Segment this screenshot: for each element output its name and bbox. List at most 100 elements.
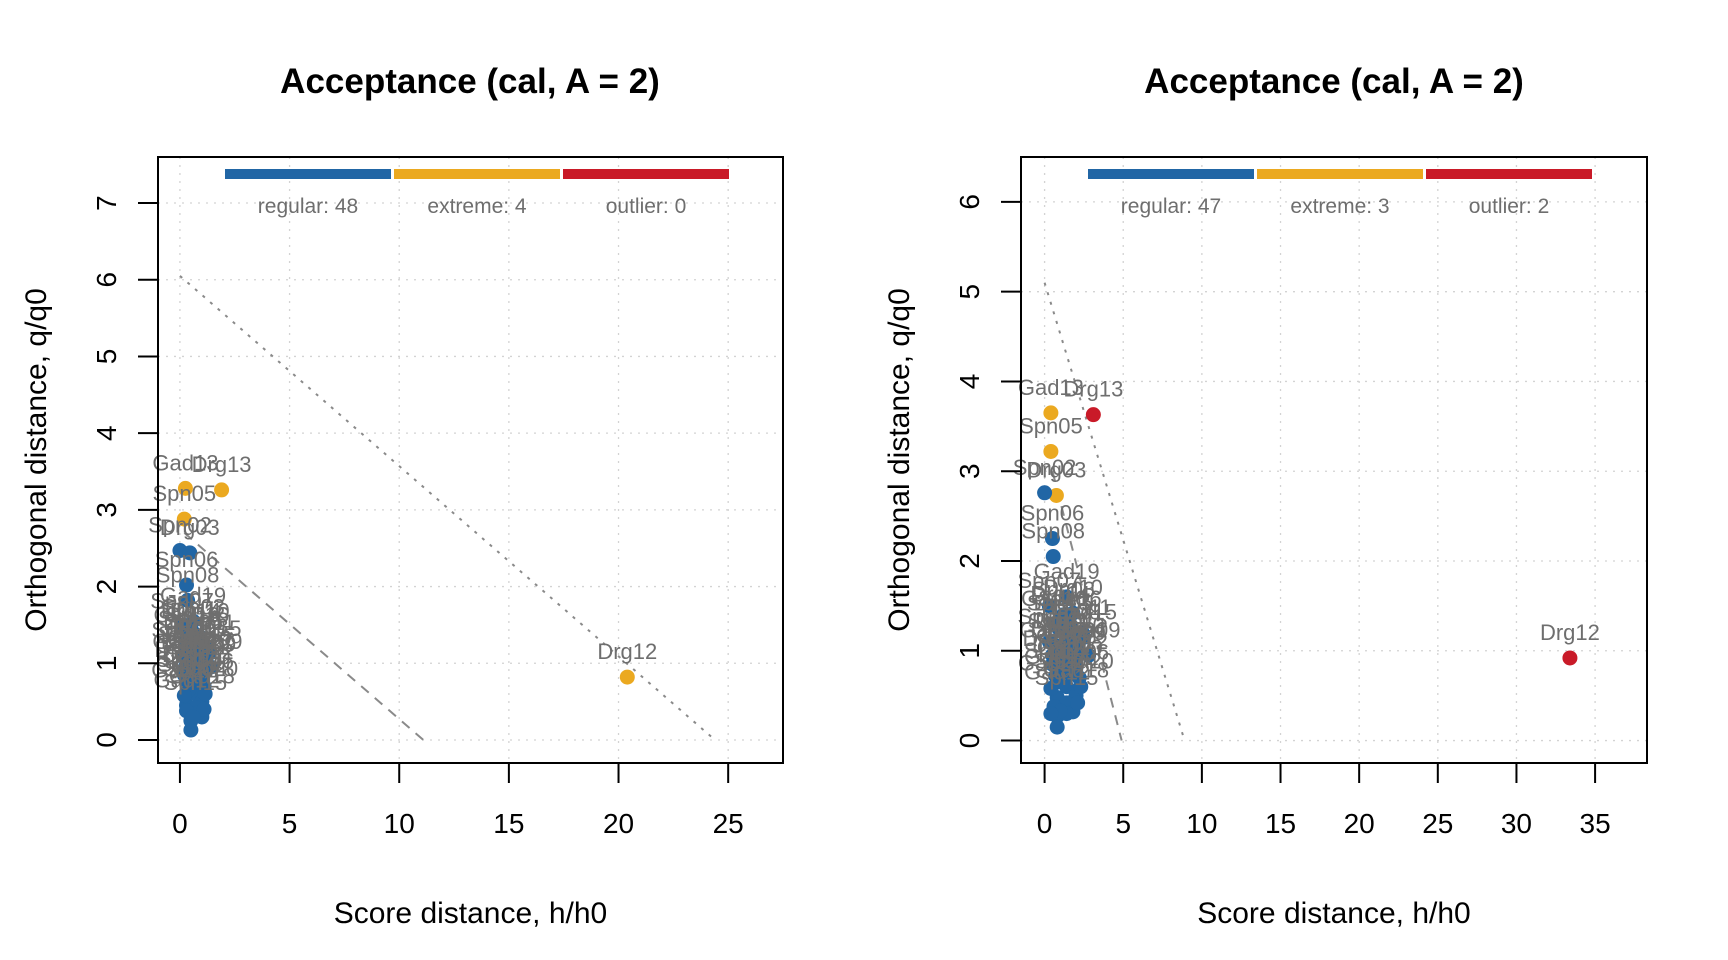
data-point: [176, 687, 192, 703]
data-point: [1043, 706, 1059, 722]
point-label: Spn09: [1057, 617, 1121, 642]
point-label: Drg05: [1034, 590, 1094, 615]
x-axis-label: Score distance, h/h0: [334, 897, 608, 930]
point-label: Spn13: [1027, 590, 1091, 615]
point-label: Gad20: [1048, 649, 1114, 674]
point-label: Drg05: [163, 610, 223, 635]
point-label: Gad11: [164, 634, 228, 659]
data-point: [1059, 589, 1075, 605]
point-label: Gad15: [1051, 599, 1117, 624]
point-label: Spn06: [1021, 501, 1085, 526]
data-point: [1081, 647, 1097, 663]
point-label: Drg06: [174, 648, 234, 673]
point-label: Gad17: [152, 629, 218, 654]
data-point: [1041, 634, 1057, 650]
data-point: [1044, 647, 1060, 663]
point-label: Drg06: [1049, 640, 1109, 665]
point-label: Gad10: [164, 644, 230, 669]
point-label: Drg03: [160, 515, 220, 540]
data-point: [195, 651, 211, 667]
point-label: Spn12: [170, 639, 234, 664]
y-tick-label: 0: [91, 732, 122, 748]
x-tick-label: 35: [1580, 808, 1611, 839]
y-tick-label: 1: [91, 655, 122, 671]
point-label: Drg10: [170, 598, 230, 623]
plot-frame: [157, 156, 784, 764]
point-label: Spn05: [1019, 413, 1083, 438]
data-point: [189, 632, 205, 648]
point-label: Spn09: [179, 629, 243, 654]
point-label: Spn15: [163, 670, 227, 695]
point-label: Gad18: [169, 664, 235, 689]
data-point: [214, 482, 230, 498]
legend-label: extreme: 3: [1290, 195, 1389, 218]
data-point: [1070, 638, 1086, 654]
point-label: Drg13: [192, 452, 252, 477]
legend-label: regular: 47: [1121, 195, 1221, 218]
x-tick-label: 20: [603, 808, 634, 839]
point-label: Gad11: [1036, 624, 1100, 649]
point-label: Drg03: [1026, 457, 1086, 482]
point-label: Gad22: [1018, 650, 1084, 675]
data-point: [180, 592, 196, 608]
point-label: Spn01: [1017, 604, 1081, 629]
x-tick-label: 5: [1115, 808, 1131, 839]
point-label: Gad19: [160, 583, 226, 608]
point-label: Spn01: [151, 618, 215, 643]
point-label: Gad12: [153, 667, 219, 692]
y-tick-label: 0: [954, 733, 985, 749]
point-label: Drg12: [1540, 620, 1600, 645]
data-point: [1045, 549, 1061, 565]
x-tick-label: 30: [1501, 808, 1532, 839]
point-label: Drg08: [1041, 599, 1101, 624]
point-label: Gad21: [1041, 617, 1107, 642]
y-axis-label: Orthogonal distance, q/q0: [20, 288, 53, 632]
point-label: Drg02: [1030, 617, 1090, 642]
point-label: Drg01: [1035, 608, 1095, 633]
point-label: Spn10: [1041, 613, 1105, 638]
point-label: Spn07: [1017, 568, 1081, 593]
point-label: Spn03: [1032, 577, 1096, 602]
point-label: Drg09: [176, 631, 236, 656]
legend-swatch: [563, 169, 729, 179]
point-label: Gad21: [168, 629, 234, 654]
data-point: [182, 545, 198, 561]
point-label: Drg04: [1032, 633, 1092, 658]
x-tick-label: 0: [1037, 808, 1053, 839]
data-point: [1043, 405, 1059, 421]
legend-label: regular: 48: [258, 195, 358, 218]
data-point: [1073, 679, 1089, 695]
data-point: [177, 480, 193, 496]
point-label: Spn11: [1028, 608, 1090, 633]
data-point: [1049, 719, 1065, 735]
point-label: Gad22: [151, 657, 217, 682]
legend-swatch: [1088, 169, 1254, 179]
data-point: [174, 618, 190, 634]
point-label: Drg04: [162, 642, 222, 667]
y-tick-label: 5: [954, 284, 985, 300]
point-label: Gad17: [1019, 617, 1085, 642]
data-point: [1041, 598, 1057, 614]
point-label: Drg08: [169, 614, 229, 639]
point-label: Gad19: [1034, 559, 1100, 584]
point-label: Gad16: [1021, 586, 1087, 611]
y-axis-label: Orthogonal distance, q/q0: [883, 288, 916, 632]
point-label: Drg07: [154, 637, 214, 662]
x-tick-label: 15: [1265, 808, 1296, 839]
point-label: Gad13: [152, 450, 218, 475]
legend-label: extreme: 4: [427, 195, 527, 218]
outlier-boundary-line: [179, 275, 716, 741]
point-label: Drg15: [173, 621, 233, 646]
data-point: [1562, 650, 1578, 666]
chart-title: Acceptance (cal, A = 2): [280, 62, 660, 101]
data-point: [181, 663, 197, 679]
point-label: Spn16: [166, 602, 230, 627]
point-label: Spn08: [1021, 519, 1085, 544]
data-point: [179, 577, 195, 593]
point-label: Gad18: [1043, 658, 1109, 683]
x-tick-label: 15: [493, 808, 524, 839]
point-label: Spn07: [150, 588, 214, 613]
data-point: [197, 686, 213, 702]
data-point: [1043, 680, 1059, 696]
point-label: Gad14: [1024, 644, 1090, 669]
